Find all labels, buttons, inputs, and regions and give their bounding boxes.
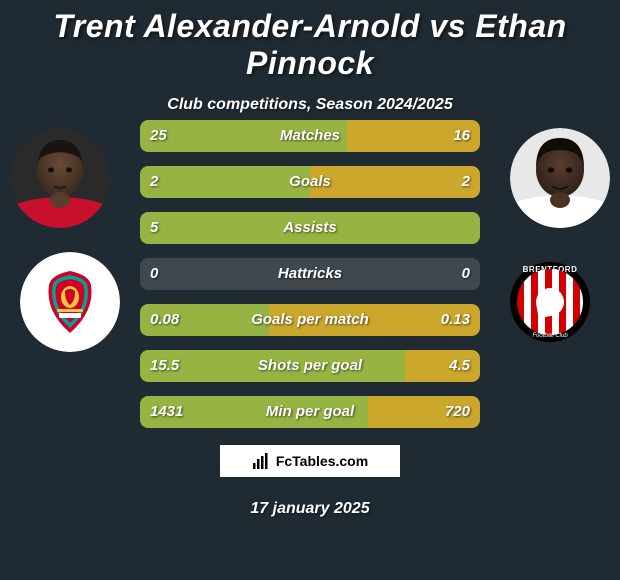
stat-label: Assists bbox=[140, 212, 480, 244]
stat-label: Matches bbox=[140, 120, 480, 152]
fctables-logo-icon bbox=[252, 452, 270, 470]
stat-row: 0.080.13Goals per match bbox=[140, 304, 480, 336]
brentford-crest-icon: BRENTFORD Football Club bbox=[510, 262, 590, 342]
watermark-text: FcTables.com bbox=[276, 453, 368, 469]
stat-row: 22Goals bbox=[140, 166, 480, 198]
player-right-photo bbox=[510, 128, 610, 228]
player-left-photo bbox=[10, 128, 110, 228]
stat-row: 2516Matches bbox=[140, 120, 480, 152]
stat-label: Hattricks bbox=[140, 258, 480, 290]
date: 17 january 2025 bbox=[0, 500, 620, 518]
stat-label: Min per goal bbox=[140, 396, 480, 428]
watermark: FcTables.com bbox=[220, 445, 400, 477]
stat-row: 15.54.5Shots per goal bbox=[140, 350, 480, 382]
brentford-sub: Football Club bbox=[510, 333, 590, 339]
stat-label: Shots per goal bbox=[140, 350, 480, 382]
stats-table: 2516Matches 22Goals 5Assists 00Hattricks 0.0… bbox=[140, 120, 480, 442]
page-title: Trent Alexander-Arnold vs Ethan Pinnock bbox=[0, 0, 620, 82]
player-left-avatar bbox=[10, 128, 110, 228]
stat-row: 5Assists bbox=[140, 212, 480, 244]
stat-row: 00Hattricks bbox=[140, 258, 480, 290]
club-right-badge: BRENTFORD Football Club bbox=[500, 252, 600, 352]
stat-row: 1431720Min per goal bbox=[140, 396, 480, 428]
club-left-badge bbox=[20, 252, 120, 352]
stat-label: Goals bbox=[140, 166, 480, 198]
stat-label: Goals per match bbox=[140, 304, 480, 336]
player-right-avatar bbox=[510, 128, 610, 228]
liverpool-crest-icon bbox=[35, 267, 105, 337]
comparison-card: Trent Alexander-Arnold vs Ethan Pinnock … bbox=[0, 0, 620, 580]
subtitle: Club competitions, Season 2024/2025 bbox=[0, 96, 620, 114]
